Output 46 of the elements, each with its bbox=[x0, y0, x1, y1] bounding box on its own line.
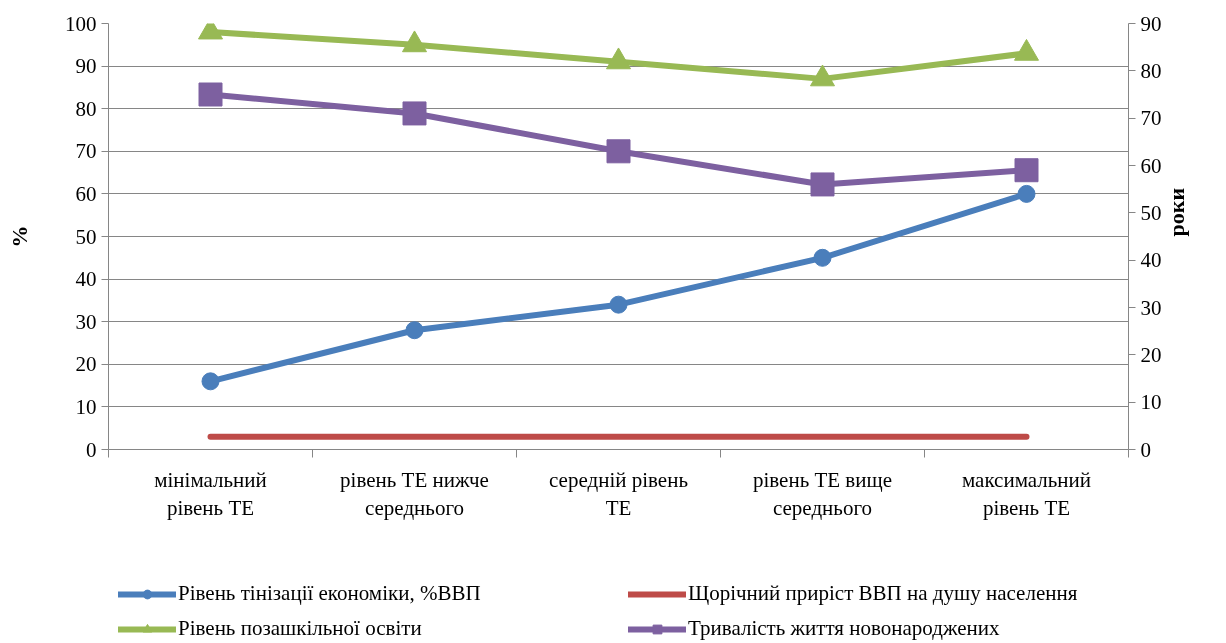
x-tick-label: рівень ТЕ нижче середнього bbox=[340, 467, 489, 521]
y2-tick-label: 90 bbox=[1140, 11, 1162, 36]
point bbox=[606, 47, 631, 70]
y-tick-label: 10 bbox=[75, 394, 97, 419]
point bbox=[609, 295, 628, 314]
x-tick-label: рівень ТЕ вище середнього bbox=[752, 467, 893, 521]
y-tick-label: 100 bbox=[65, 11, 97, 36]
x-tick-label: середній рівень ТЕ bbox=[549, 467, 688, 521]
y2-tick-label: 50 bbox=[1140, 200, 1162, 225]
y-tick-label: 60 bbox=[75, 181, 97, 206]
point bbox=[1017, 184, 1036, 203]
point bbox=[402, 30, 427, 53]
point bbox=[1014, 38, 1039, 61]
point bbox=[606, 139, 631, 164]
y2-axis-title: роки bbox=[1164, 187, 1189, 237]
point bbox=[810, 172, 835, 197]
legend-label: Рівень тінізації економіки, %ВВП bbox=[178, 581, 482, 606]
point bbox=[1014, 158, 1039, 183]
y-tick-label: 90 bbox=[75, 54, 97, 79]
y-axis-title: % bbox=[7, 225, 32, 248]
legend-label: Щорічний приріст ВВП на душу населення bbox=[688, 581, 1079, 606]
y-tick-label: 70 bbox=[75, 139, 97, 164]
y2-tick-label: 20 bbox=[1140, 342, 1162, 367]
y2-tick-label: 10 bbox=[1140, 390, 1162, 415]
x-tick-label: максимальний рівень ТЕ bbox=[961, 467, 1092, 521]
y-tick-label: 30 bbox=[75, 309, 97, 334]
legend-label: Рівень позашкільної освіти bbox=[178, 616, 423, 641]
y2-tick-label: 40 bbox=[1140, 248, 1162, 273]
point bbox=[198, 82, 223, 107]
legend-label: Тривалість життя новонароджених bbox=[688, 616, 1001, 641]
x-tick-label: мінімальний рівень ТЕ bbox=[154, 467, 267, 521]
point bbox=[813, 248, 832, 267]
y2-tick-label: 70 bbox=[1140, 106, 1162, 131]
y-tick-label: 0 bbox=[86, 437, 97, 462]
y2-tick-label: 0 bbox=[1140, 437, 1151, 462]
point bbox=[201, 372, 220, 391]
y-tick-label: 20 bbox=[75, 352, 97, 377]
y-tick-label: 40 bbox=[75, 267, 97, 292]
point bbox=[810, 64, 835, 87]
point bbox=[402, 101, 427, 126]
point bbox=[405, 321, 424, 340]
y2-tick-label: 30 bbox=[1140, 295, 1162, 320]
y2-tick-label: 60 bbox=[1140, 153, 1162, 178]
y-tick-label: 50 bbox=[75, 224, 97, 249]
y-tick-label: 80 bbox=[75, 96, 97, 121]
y2-tick-label: 80 bbox=[1140, 58, 1162, 83]
